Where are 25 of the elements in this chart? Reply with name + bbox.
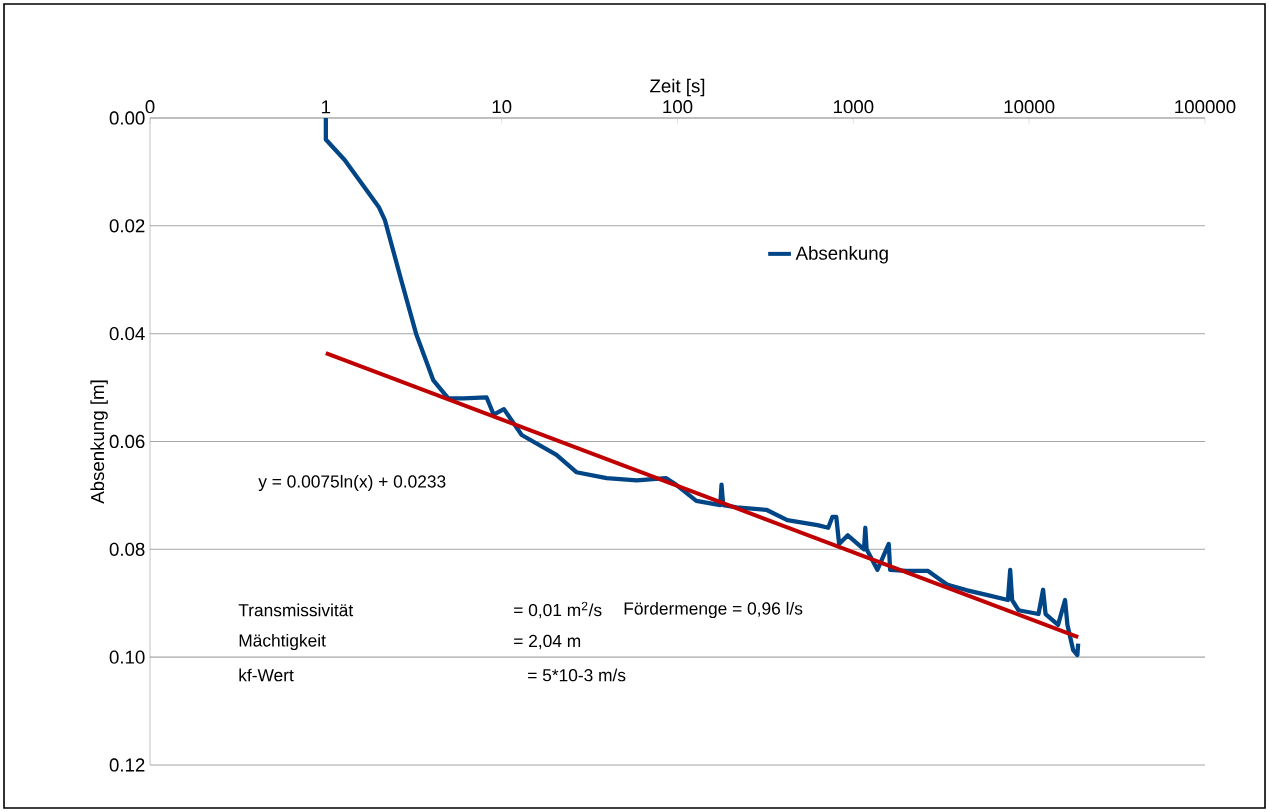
legend-label: Absenkung bbox=[795, 246, 888, 264]
annotation: Transmissivität bbox=[238, 603, 354, 617]
x-tick-label: 10 bbox=[492, 100, 512, 114]
y-tick-label: 0.08 bbox=[109, 542, 145, 556]
y-tick-label: 0.02 bbox=[109, 219, 145, 233]
x-axis-title: Zeit [s] bbox=[650, 78, 705, 97]
x-tick-label: 10000 bbox=[1004, 100, 1055, 114]
x-tick-label: 100000 bbox=[1175, 100, 1236, 114]
y-tick-label: 0.04 bbox=[109, 327, 145, 341]
x-tick-label: 1 bbox=[322, 100, 331, 114]
annotation: y = 0.0075ln(x) + 0.0233 bbox=[258, 474, 446, 492]
y-tick-label: 0.10 bbox=[109, 650, 145, 664]
annotation: kf-Wert bbox=[239, 668, 294, 682]
annotation: = 5*10-3 m/s bbox=[528, 668, 626, 682]
y-tick-label: 0.12 bbox=[109, 758, 145, 772]
x-tick-label: 0 bbox=[145, 100, 155, 114]
annotation: = 2,04 m bbox=[514, 634, 581, 650]
annotation: Mächtigkeit bbox=[239, 633, 326, 651]
y-tick-label: 0.06 bbox=[109, 434, 145, 449]
x-tick-label: 100 bbox=[663, 100, 693, 114]
annotation: = 0,01 m$^{2}$/s bbox=[514, 601, 602, 619]
x-tick-label: 1000 bbox=[834, 100, 874, 114]
annotation: Fördermenge = 0,96 l/s bbox=[624, 601, 803, 619]
y-tick-label: 0.00 bbox=[109, 111, 145, 125]
y-axis-title: Absenkung [m] bbox=[90, 380, 108, 504]
